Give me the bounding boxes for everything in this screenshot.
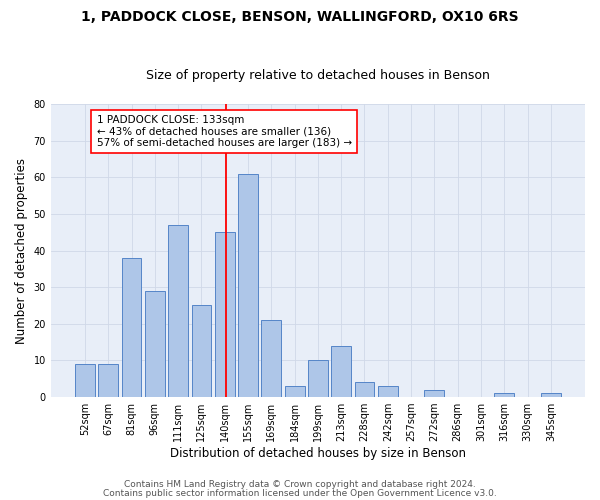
- Bar: [378, 386, 398, 397]
- Bar: [424, 390, 444, 397]
- Text: Contains HM Land Registry data © Crown copyright and database right 2024.: Contains HM Land Registry data © Crown c…: [124, 480, 476, 489]
- Bar: [122, 258, 142, 397]
- Bar: [285, 386, 305, 397]
- Title: Size of property relative to detached houses in Benson: Size of property relative to detached ho…: [146, 69, 490, 82]
- Bar: [355, 382, 374, 397]
- Bar: [331, 346, 351, 397]
- Bar: [75, 364, 95, 397]
- Bar: [215, 232, 235, 397]
- Bar: [168, 225, 188, 397]
- Bar: [191, 306, 211, 397]
- X-axis label: Distribution of detached houses by size in Benson: Distribution of detached houses by size …: [170, 447, 466, 460]
- Text: Contains public sector information licensed under the Open Government Licence v3: Contains public sector information licen…: [103, 488, 497, 498]
- Bar: [238, 174, 258, 397]
- Y-axis label: Number of detached properties: Number of detached properties: [15, 158, 28, 344]
- Bar: [145, 291, 165, 397]
- Bar: [541, 394, 561, 397]
- Bar: [98, 364, 118, 397]
- Text: 1 PADDOCK CLOSE: 133sqm
← 43% of detached houses are smaller (136)
57% of semi-d: 1 PADDOCK CLOSE: 133sqm ← 43% of detache…: [97, 115, 352, 148]
- Text: 1, PADDOCK CLOSE, BENSON, WALLINGFORD, OX10 6RS: 1, PADDOCK CLOSE, BENSON, WALLINGFORD, O…: [81, 10, 519, 24]
- Bar: [494, 394, 514, 397]
- Bar: [308, 360, 328, 397]
- Bar: [262, 320, 281, 397]
